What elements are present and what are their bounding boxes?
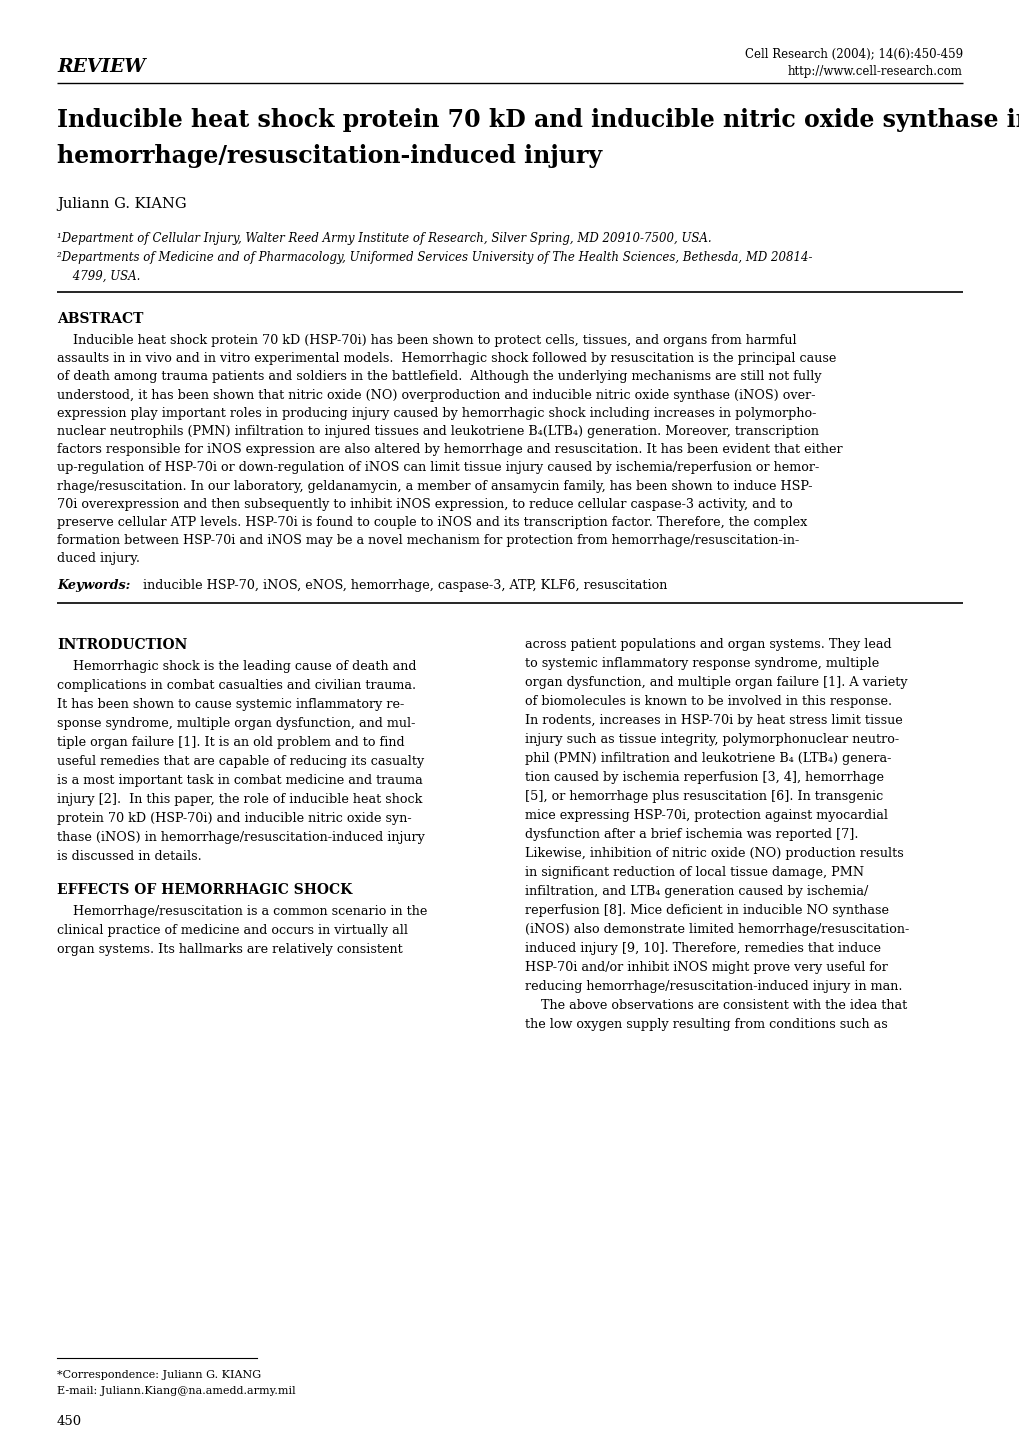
Text: useful remedies that are capable of reducing its casualty: useful remedies that are capable of redu… — [57, 755, 424, 768]
Text: ¹Department of Cellular Injury, Walter Reed Army Institute of Research, Silver S: ¹Department of Cellular Injury, Walter R… — [57, 232, 711, 245]
Text: the low oxygen supply resulting from conditions such as: the low oxygen supply resulting from con… — [525, 1017, 887, 1030]
Text: tiple organ failure [1]. It is an old problem and to find: tiple organ failure [1]. It is an old pr… — [57, 736, 405, 749]
Text: Inducible heat shock protein 70 kD and inducible nitric oxide synthase in: Inducible heat shock protein 70 kD and i… — [57, 108, 1019, 131]
Text: Inducible heat shock protein 70 kD (HSP-70i) has been shown to protect cells, ti: Inducible heat shock protein 70 kD (HSP-… — [57, 333, 796, 346]
Text: understood, it has been shown that nitric oxide (NO) overproduction and inducibl: understood, it has been shown that nitri… — [57, 388, 815, 401]
Text: REVIEW: REVIEW — [57, 58, 146, 76]
Text: induced injury [9, 10]. Therefore, remedies that induce: induced injury [9, 10]. Therefore, remed… — [525, 942, 880, 955]
Text: EFFECTS OF HEMORRHAGIC SHOCK: EFFECTS OF HEMORRHAGIC SHOCK — [57, 883, 352, 896]
Text: Hemorrhagic shock is the leading cause of death and: Hemorrhagic shock is the leading cause o… — [57, 659, 416, 672]
Text: rhage/resuscitation. In our laboratory, geldanamycin, a member of ansamycin fami: rhage/resuscitation. In our laboratory, … — [57, 479, 812, 492]
Text: Likewise, inhibition of nitric oxide (NO) production results: Likewise, inhibition of nitric oxide (NO… — [525, 847, 903, 860]
Text: in significant reduction of local tissue damage, PMN: in significant reduction of local tissue… — [525, 866, 863, 879]
Text: phil (PMN) infiltration and leukotriene B₄ (LTB₄) genera-: phil (PMN) infiltration and leukotriene … — [525, 752, 891, 765]
Text: thase (iNOS) in hemorrhage/resuscitation-induced injury: thase (iNOS) in hemorrhage/resuscitation… — [57, 831, 425, 844]
Text: infiltration, and LTB₄ generation caused by ischemia/: infiltration, and LTB₄ generation caused… — [525, 885, 867, 898]
Text: [5], or hemorrhage plus resuscitation [6]. In transgenic: [5], or hemorrhage plus resuscitation [6… — [525, 789, 882, 802]
Text: of death among trauma patients and soldiers in the battlefield.  Although the un: of death among trauma patients and soldi… — [57, 371, 821, 384]
Text: ²Departments of Medicine and of Pharmacology, Uniformed Services University of T: ²Departments of Medicine and of Pharmaco… — [57, 251, 812, 264]
Text: hemorrhage/resuscitation-induced injury: hemorrhage/resuscitation-induced injury — [57, 144, 601, 167]
Text: INTRODUCTION: INTRODUCTION — [57, 638, 187, 652]
Text: reperfusion [8]. Mice deficient in inducible NO synthase: reperfusion [8]. Mice deficient in induc… — [525, 903, 889, 916]
Text: preserve cellular ATP levels. HSP-70i is found to couple to iNOS and its transcr: preserve cellular ATP levels. HSP-70i is… — [57, 517, 807, 530]
Text: up-regulation of HSP-70i or down-regulation of iNOS can limit tissue injury caus: up-regulation of HSP-70i or down-regulat… — [57, 462, 818, 475]
Text: (iNOS) also demonstrate limited hemorrhage/resuscitation-: (iNOS) also demonstrate limited hemorrha… — [525, 922, 908, 935]
Text: injury [2].  In this paper, the role of inducible heat shock: injury [2]. In this paper, the role of i… — [57, 792, 422, 805]
Text: to systemic inflammatory response syndrome, multiple: to systemic inflammatory response syndro… — [525, 657, 878, 670]
Text: duced injury.: duced injury. — [57, 553, 140, 566]
Text: protein 70 kD (HSP-70i) and inducible nitric oxide syn-: protein 70 kD (HSP-70i) and inducible ni… — [57, 811, 412, 824]
Text: 450: 450 — [57, 1416, 83, 1429]
Text: expression play important roles in producing injury caused by hemorrhagic shock : expression play important roles in produ… — [57, 407, 815, 420]
Text: is discussed in details.: is discussed in details. — [57, 850, 202, 863]
Text: 70i overexpression and then subsequently to inhibit iNOS expression, to reduce c: 70i overexpression and then subsequently… — [57, 498, 792, 511]
Text: organ dysfunction, and multiple organ failure [1]. A variety: organ dysfunction, and multiple organ fa… — [525, 675, 907, 688]
Text: reducing hemorrhage/resuscitation-induced injury in man.: reducing hemorrhage/resuscitation-induce… — [525, 980, 902, 993]
Text: Keywords:: Keywords: — [57, 579, 130, 592]
Text: It has been shown to cause systemic inflammatory re-: It has been shown to cause systemic infl… — [57, 697, 404, 710]
Text: of biomolecules is known to be involved in this response.: of biomolecules is known to be involved … — [525, 694, 892, 707]
Text: organ systems. Its hallmarks are relatively consistent: organ systems. Its hallmarks are relativ… — [57, 942, 403, 955]
Text: Hemorrhage/resuscitation is a common scenario in the: Hemorrhage/resuscitation is a common sce… — [57, 905, 427, 918]
Text: 4799, USA.: 4799, USA. — [69, 270, 141, 283]
Text: injury such as tissue integrity, polymorphonuclear neutro-: injury such as tissue integrity, polymor… — [525, 733, 898, 746]
Text: across patient populations and organ systems. They lead: across patient populations and organ sys… — [525, 638, 891, 651]
Text: clinical practice of medicine and occurs in virtually all: clinical practice of medicine and occurs… — [57, 924, 408, 937]
Text: factors responsible for iNOS expression are also altered by hemorrhage and resus: factors responsible for iNOS expression … — [57, 443, 842, 456]
Text: Juliann G. KIANG: Juliann G. KIANG — [57, 198, 186, 211]
Text: formation between HSP-70i and iNOS may be a novel mechanism for protection from : formation between HSP-70i and iNOS may b… — [57, 534, 799, 547]
Text: E-mail: Juliann.Kiang@na.amedd.army.mil: E-mail: Juliann.Kiang@na.amedd.army.mil — [57, 1385, 296, 1395]
Text: inducible HSP-70, iNOS, eNOS, hemorrhage, caspase-3, ATP, KLF6, resuscitation: inducible HSP-70, iNOS, eNOS, hemorrhage… — [135, 579, 666, 592]
Text: *Correspondence: Juliann G. KIANG: *Correspondence: Juliann G. KIANG — [57, 1369, 261, 1380]
Text: The above observations are consistent with the idea that: The above observations are consistent wi… — [525, 999, 906, 1012]
Text: nuclear neutrophils (PMN) infiltration to injured tissues and leukotriene B₄(LTB: nuclear neutrophils (PMN) infiltration t… — [57, 426, 818, 439]
Text: http://www.cell-research.com: http://www.cell-research.com — [788, 65, 962, 78]
Text: dysfunction after a brief ischemia was reported [7].: dysfunction after a brief ischemia was r… — [525, 828, 858, 841]
Text: sponse syndrome, multiple organ dysfunction, and mul-: sponse syndrome, multiple organ dysfunct… — [57, 717, 415, 730]
Text: HSP-70i and/or inhibit iNOS might prove very useful for: HSP-70i and/or inhibit iNOS might prove … — [525, 961, 887, 974]
Text: In rodents, increases in HSP-70i by heat stress limit tissue: In rodents, increases in HSP-70i by heat… — [525, 714, 902, 727]
Text: tion caused by ischemia reperfusion [3, 4], hemorrhage: tion caused by ischemia reperfusion [3, … — [525, 771, 883, 784]
Text: Cell Research (2004); 14(6):450-459: Cell Research (2004); 14(6):450-459 — [744, 48, 962, 61]
Text: complications in combat casualties and civilian trauma.: complications in combat casualties and c… — [57, 678, 416, 691]
Text: is a most important task in combat medicine and trauma: is a most important task in combat medic… — [57, 773, 422, 786]
Text: mice expressing HSP-70i, protection against myocardial: mice expressing HSP-70i, protection agai… — [525, 808, 888, 821]
Text: ABSTRACT: ABSTRACT — [57, 312, 144, 326]
Text: assaults in in vivo and in vitro experimental models.  Hemorrhagic shock followe: assaults in in vivo and in vitro experim… — [57, 352, 836, 365]
